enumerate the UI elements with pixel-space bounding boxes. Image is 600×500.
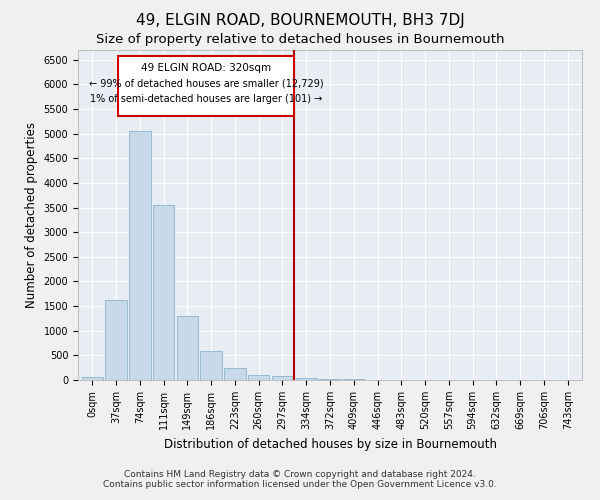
Text: Contains HM Land Registry data © Crown copyright and database right 2024.
Contai: Contains HM Land Registry data © Crown c… — [103, 470, 497, 489]
Text: 49 ELGIN ROAD: 320sqm: 49 ELGIN ROAD: 320sqm — [142, 63, 271, 73]
Text: ← 99% of detached houses are smaller (12,729): ← 99% of detached houses are smaller (12… — [89, 78, 323, 88]
Bar — [129, 132, 151, 380]
Bar — [176, 316, 198, 380]
Text: Size of property relative to detached houses in Bournemouth: Size of property relative to detached ho… — [96, 32, 504, 46]
Y-axis label: Number of detached properties: Number of detached properties — [25, 122, 38, 308]
Bar — [296, 378, 317, 380]
Bar — [153, 205, 174, 380]
Bar — [82, 378, 103, 380]
X-axis label: Distribution of detached houses by size in Bournemouth: Distribution of detached houses by size … — [163, 438, 497, 450]
Bar — [200, 351, 222, 380]
Bar — [224, 368, 245, 380]
Bar — [272, 376, 293, 380]
Bar — [248, 375, 269, 380]
Text: 49, ELGIN ROAD, BOURNEMOUTH, BH3 7DJ: 49, ELGIN ROAD, BOURNEMOUTH, BH3 7DJ — [136, 12, 464, 28]
Bar — [106, 300, 127, 380]
Text: 1% of semi-detached houses are larger (101) →: 1% of semi-detached houses are larger (1… — [90, 94, 323, 104]
Bar — [319, 378, 341, 380]
Bar — [118, 56, 295, 116]
